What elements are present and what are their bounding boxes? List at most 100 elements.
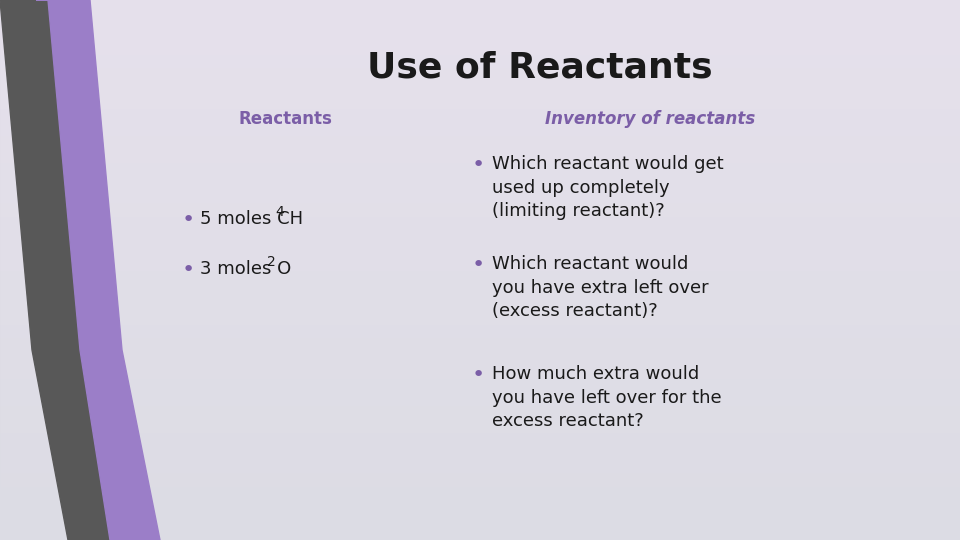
Bar <box>0 303 960 304</box>
Bar <box>0 27 960 28</box>
Bar <box>0 497 960 498</box>
Bar <box>0 41 960 42</box>
Bar <box>0 328 960 329</box>
Bar <box>0 463 960 464</box>
Bar <box>0 530 960 531</box>
Bar <box>0 210 960 211</box>
Bar <box>0 496 960 497</box>
Bar <box>0 125 960 126</box>
Bar <box>0 255 960 256</box>
Bar <box>0 443 960 444</box>
Bar <box>0 94 960 95</box>
Bar <box>0 3 960 4</box>
Bar <box>0 116 960 117</box>
Bar <box>0 525 960 526</box>
Bar <box>0 377 960 378</box>
Bar <box>0 505 960 506</box>
Text: •: • <box>472 365 485 385</box>
Bar <box>0 244 960 245</box>
Bar <box>0 515 960 516</box>
Bar <box>0 145 960 146</box>
Bar <box>0 527 960 528</box>
Bar <box>0 137 960 138</box>
Bar <box>0 516 960 517</box>
Bar <box>0 159 960 160</box>
Bar <box>0 103 960 104</box>
Bar <box>0 279 960 280</box>
Bar <box>0 509 960 510</box>
Bar <box>0 171 960 172</box>
Bar <box>0 107 960 108</box>
Bar <box>0 498 960 499</box>
Bar <box>0 371 960 372</box>
Bar <box>0 99 960 100</box>
Polygon shape <box>0 0 115 540</box>
Bar <box>0 252 960 253</box>
Bar <box>0 283 960 284</box>
Bar <box>0 157 960 158</box>
Bar <box>0 295 960 296</box>
Bar <box>0 425 960 426</box>
Bar <box>0 474 960 475</box>
Bar <box>0 240 960 241</box>
Bar <box>0 215 960 216</box>
Bar <box>0 456 960 457</box>
Bar <box>0 520 960 521</box>
Bar <box>0 127 960 128</box>
Bar <box>0 422 960 423</box>
Bar <box>0 441 960 442</box>
Bar <box>0 524 960 525</box>
Bar <box>0 378 960 379</box>
Bar <box>0 63 960 64</box>
Bar <box>0 268 960 269</box>
Text: 2: 2 <box>268 255 276 269</box>
Bar <box>0 141 960 142</box>
Bar <box>0 495 960 496</box>
Bar <box>0 59 960 60</box>
Bar <box>0 91 960 92</box>
Bar <box>0 212 960 213</box>
Bar <box>0 218 960 219</box>
Bar <box>0 374 960 375</box>
Bar <box>0 23 960 24</box>
Bar <box>0 302 960 303</box>
Bar <box>0 230 960 231</box>
Bar <box>0 323 960 324</box>
Bar <box>0 311 960 312</box>
Bar <box>0 61 960 62</box>
Bar <box>0 333 960 334</box>
Bar <box>0 48 960 49</box>
Bar <box>0 49 960 50</box>
Bar <box>0 86 960 87</box>
Bar <box>0 414 960 415</box>
Bar <box>0 71 960 72</box>
Bar <box>0 172 960 173</box>
Bar <box>0 332 960 333</box>
Bar <box>0 47 960 48</box>
Bar <box>0 482 960 483</box>
Bar <box>0 175 960 176</box>
Bar <box>0 258 960 259</box>
Bar <box>0 526 960 527</box>
Bar <box>0 383 960 384</box>
Bar <box>0 177 960 178</box>
Bar <box>0 334 960 335</box>
Bar <box>0 7 960 8</box>
Bar <box>0 124 960 125</box>
Bar <box>0 399 960 400</box>
Bar <box>0 213 960 214</box>
Bar <box>0 492 960 493</box>
Bar <box>0 219 960 220</box>
Bar <box>0 475 960 476</box>
Bar <box>0 309 960 310</box>
Bar <box>0 161 960 162</box>
Bar <box>0 288 960 289</box>
Bar <box>0 315 960 316</box>
Bar <box>0 147 960 148</box>
Bar <box>0 276 960 277</box>
Bar <box>0 263 960 264</box>
Bar <box>0 257 960 258</box>
Bar <box>0 299 960 300</box>
Bar <box>0 519 960 520</box>
Bar <box>0 10 960 11</box>
